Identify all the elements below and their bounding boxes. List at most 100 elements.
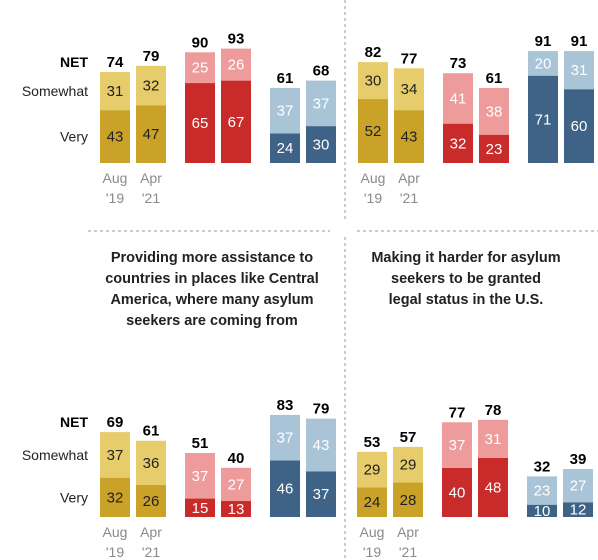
bar-segment-somewhat	[221, 48, 251, 81]
bar-value-somewhat: 31	[485, 431, 502, 448]
bar-segment-very	[306, 471, 336, 517]
bar-value-somewhat: 37	[107, 447, 124, 464]
bar-segment-very	[393, 482, 423, 517]
bar-value-net: 68	[313, 63, 330, 80]
bar-value-somewhat: 29	[364, 462, 381, 479]
bar-segment-very	[564, 89, 594, 163]
bar-value-net: 78	[485, 402, 502, 419]
bar-value-net: 57	[400, 429, 417, 446]
time-label-month: Apr	[140, 170, 162, 186]
bar-segment-somewhat	[270, 414, 300, 461]
bar-value-net: 51	[192, 435, 209, 452]
bar-value-somewhat: 38	[486, 103, 503, 120]
bar-value-somewhat: 31	[571, 62, 588, 79]
bar-value-very: 15	[192, 500, 209, 517]
bar-value-very: 13	[228, 501, 245, 518]
bar-segment-very	[443, 123, 473, 163]
bar-value-somewhat: 37	[277, 430, 294, 447]
bar-segment-somewhat	[443, 73, 473, 124]
bar-segment-somewhat	[478, 419, 508, 458]
bar-segment-somewhat	[563, 469, 593, 503]
bar-segment-somewhat	[394, 68, 424, 111]
bar-value-very: 71	[535, 111, 552, 128]
bar-segment-very	[478, 457, 508, 517]
time-label-month: Aug	[360, 524, 385, 540]
bar-value-net: 69	[107, 414, 124, 431]
bar-value-very: 32	[107, 489, 124, 506]
row-label-somewhat: Somewhat	[22, 447, 88, 463]
bar-value-somewhat: 30	[365, 73, 382, 90]
bar-value-very: 24	[364, 494, 381, 511]
bar-value-very: 43	[401, 129, 418, 146]
time-label-year: '21	[142, 190, 160, 206]
bar-segment-somewhat	[136, 440, 166, 486]
bar-value-very: 26	[143, 493, 160, 510]
title-line: countries in places like Central	[105, 271, 319, 287]
bar-value-net: 91	[535, 33, 552, 50]
bar-value-very: 24	[277, 140, 294, 157]
bar-value-somewhat: 37	[449, 437, 466, 454]
bar-segment-very	[136, 485, 166, 517]
bar-segment-very	[185, 83, 215, 163]
bar-value-net: 79	[313, 401, 330, 418]
bar-value-very: 65	[192, 115, 209, 132]
title-line: seekers are coming from	[126, 313, 298, 329]
time-label-month: Apr	[398, 170, 420, 186]
panel-title-central-america-assistance: Providing more assistance to countries i…	[98, 248, 326, 332]
bar-value-very: 47	[143, 126, 160, 143]
bar-value-net: 32	[534, 458, 551, 475]
title-line: America, where many asylum	[110, 292, 314, 308]
bar-value-somewhat: 37	[192, 468, 209, 485]
bar-value-net: 53	[364, 434, 381, 451]
time-label-month: Aug	[103, 170, 128, 186]
bar-value-very: 32	[450, 135, 467, 152]
bar-value-somewhat: 37	[277, 103, 294, 120]
bar-segment-very	[563, 502, 593, 517]
bar-value-very: 46	[277, 481, 294, 498]
bar-segment-somewhat	[442, 422, 472, 468]
bar-value-very: 12	[570, 502, 587, 519]
time-label-year: '21	[399, 544, 417, 560]
bar-segment-very	[479, 134, 509, 163]
bar-value-very: 52	[365, 123, 382, 140]
bar-segment-somewhat	[393, 446, 423, 483]
bar-value-net: 77	[449, 404, 466, 421]
bar-value-very: 67	[228, 114, 245, 131]
bar-value-net: 39	[570, 451, 587, 468]
panel-title-harder-asylum-status: Making it harder for asylum seekers to b…	[352, 248, 580, 311]
bar-segment-very	[358, 99, 388, 163]
bar-value-very: 10	[534, 503, 551, 520]
bar-value-somewhat: 25	[192, 60, 209, 77]
title-line: legal status in the U.S.	[388, 292, 544, 308]
bar-value-somewhat: 31	[107, 83, 124, 100]
bar-segment-very	[394, 110, 424, 163]
bar-segment-very	[136, 105, 166, 163]
bar-segment-very	[221, 501, 251, 517]
bar-value-very: 40	[449, 484, 466, 501]
bar-value-net: 40	[228, 450, 245, 467]
title-line: Making it harder for asylum	[371, 250, 561, 266]
time-label-month: Aug	[361, 170, 386, 186]
time-label-month: Apr	[140, 524, 162, 540]
bar-value-very: 28	[400, 492, 417, 509]
bar-value-net: 82	[365, 44, 382, 61]
bar-segment-somewhat	[100, 71, 130, 111]
bar-segment-very	[270, 460, 300, 517]
bar-value-somewhat: 41	[450, 90, 467, 107]
bar-value-very: 23	[486, 141, 503, 158]
time-label-month: Apr	[397, 524, 419, 540]
bar-segment-somewhat	[136, 65, 166, 106]
time-label-year: '19	[364, 190, 382, 206]
bar-segment-somewhat	[527, 476, 557, 505]
bar-segment-very	[185, 498, 215, 517]
bar-segment-very	[442, 467, 472, 517]
bar-value-net: 91	[571, 33, 588, 50]
bar-value-very: 43	[107, 129, 124, 146]
bar-value-net: 61	[143, 423, 160, 440]
time-label-year: '19	[363, 544, 381, 560]
bar-value-very: 37	[313, 486, 330, 503]
bar-value-somewhat: 27	[228, 476, 245, 493]
bar-value-net: 61	[486, 70, 503, 87]
bar-value-net: 79	[143, 48, 160, 65]
